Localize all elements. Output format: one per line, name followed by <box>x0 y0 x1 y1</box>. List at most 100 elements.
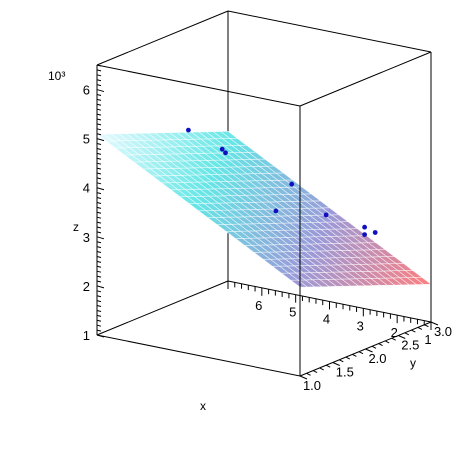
z-minor-tick <box>96 182 102 185</box>
z-minor-tick <box>96 251 102 254</box>
z-minor-tick <box>96 79 102 82</box>
y-minor-tick <box>352 353 357 357</box>
y-minor-tick <box>391 337 396 341</box>
z-minor-tick <box>96 84 102 87</box>
y-tick <box>365 348 373 353</box>
y-tick <box>332 362 340 366</box>
x-tick-label: 3 <box>357 318 364 333</box>
y-minor-tick <box>411 329 416 333</box>
z-minor-tick <box>96 305 102 308</box>
z-axis-title: z <box>73 220 79 234</box>
z-minor-tick <box>96 147 102 150</box>
z-minor-tick <box>96 172 102 175</box>
y-minor-tick <box>404 332 410 336</box>
z-tick-label: 3 <box>83 230 90 245</box>
z-minor-tick <box>96 221 102 224</box>
data-point <box>362 224 367 230</box>
z-minor-tick <box>96 255 102 258</box>
z-minor-tick <box>96 108 102 111</box>
data-point <box>372 230 378 235</box>
y-axis-title: y <box>410 356 416 370</box>
z-minor-tick <box>96 118 102 121</box>
x-tick-label: 6 <box>255 298 262 313</box>
y-tick <box>430 321 439 326</box>
y-axis: 1.0 1.5 2.0 2.5 3.0 <box>299 321 452 393</box>
z-minor-tick <box>96 93 102 96</box>
y-minor-tick <box>358 351 364 355</box>
z-minor-tick <box>96 162 102 165</box>
data-point <box>219 146 225 152</box>
y-minor-tick <box>339 359 344 363</box>
z-tick <box>96 236 105 240</box>
z-minor-tick <box>96 192 102 195</box>
z-minor-tick <box>96 152 102 155</box>
z-minor-tick <box>96 201 102 204</box>
fitted-surface <box>96 130 432 288</box>
z-minor-tick <box>96 265 102 268</box>
z-tick-label: 1 <box>83 328 90 343</box>
box-edge <box>299 51 432 107</box>
z-minor-tick <box>96 123 102 126</box>
box-edge <box>96 10 229 66</box>
z-minor-tick <box>96 280 102 283</box>
z-tick <box>96 89 105 93</box>
data-point <box>273 208 279 214</box>
data-point <box>223 150 228 156</box>
z-minor-tick <box>96 275 102 278</box>
data-point <box>323 212 329 218</box>
z-minor-tick <box>96 270 102 273</box>
y-tick-label: 1.5 <box>336 365 354 380</box>
z-scale-multiplier: 10³ <box>48 69 65 83</box>
x-tick-label: 4 <box>323 312 330 327</box>
z-minor-tick <box>96 260 102 263</box>
x-tick-label: 5 <box>289 305 296 320</box>
z-tick <box>96 187 105 191</box>
z-minor-tick <box>96 324 102 327</box>
z-minor-tick <box>96 246 102 249</box>
y-tick-label: 2.0 <box>368 351 386 366</box>
z-tick-label: 5 <box>83 132 90 147</box>
z-minor-tick <box>96 206 102 209</box>
y-minor-tick <box>312 370 318 374</box>
z-minor-tick <box>96 300 102 303</box>
z-minor-tick <box>96 329 102 332</box>
x-tick-label: 1 <box>424 332 431 347</box>
z-minor-tick <box>96 314 102 317</box>
y-minor-tick <box>345 356 351 360</box>
z-minor-tick <box>96 197 102 200</box>
data-point <box>289 181 295 187</box>
z-minor-tick <box>96 133 102 136</box>
y-minor-tick <box>371 345 377 349</box>
y-tick <box>398 335 406 339</box>
x-tick-label: 2 <box>391 325 398 340</box>
box-edge <box>227 10 432 53</box>
z-minor-tick <box>96 290 102 293</box>
y-minor-tick <box>378 343 383 347</box>
z-tick <box>96 334 105 338</box>
y-tick-label: 1.0 <box>303 378 321 393</box>
box-edge <box>96 280 229 336</box>
x-axis: 1 2 3 4 5 6 <box>227 281 432 347</box>
z-minor-tick <box>96 113 102 116</box>
box-edge <box>96 334 301 377</box>
y-minor-tick <box>325 364 331 368</box>
box-edge <box>96 64 301 107</box>
z-minor-tick <box>96 295 102 298</box>
x-axis-title: x <box>200 399 206 413</box>
z-minor-tick <box>96 167 102 170</box>
z-minor-tick <box>96 157 102 160</box>
y-minor-tick <box>424 324 429 328</box>
z-minor-tick <box>96 309 102 312</box>
z-minor-tick <box>96 69 102 72</box>
surface-patch <box>219 130 239 139</box>
y-tick-label: 3.0 <box>434 324 452 339</box>
y-minor-tick <box>384 340 390 344</box>
y-tick-label: 2.5 <box>401 338 419 353</box>
z-minor-tick <box>96 231 102 234</box>
z-axis: 1 2 3 4 5 6 <box>83 64 105 343</box>
z-tick <box>96 285 105 289</box>
z-minor-tick <box>96 103 102 106</box>
z-minor-tick <box>96 241 102 244</box>
z-minor-tick <box>96 64 102 67</box>
